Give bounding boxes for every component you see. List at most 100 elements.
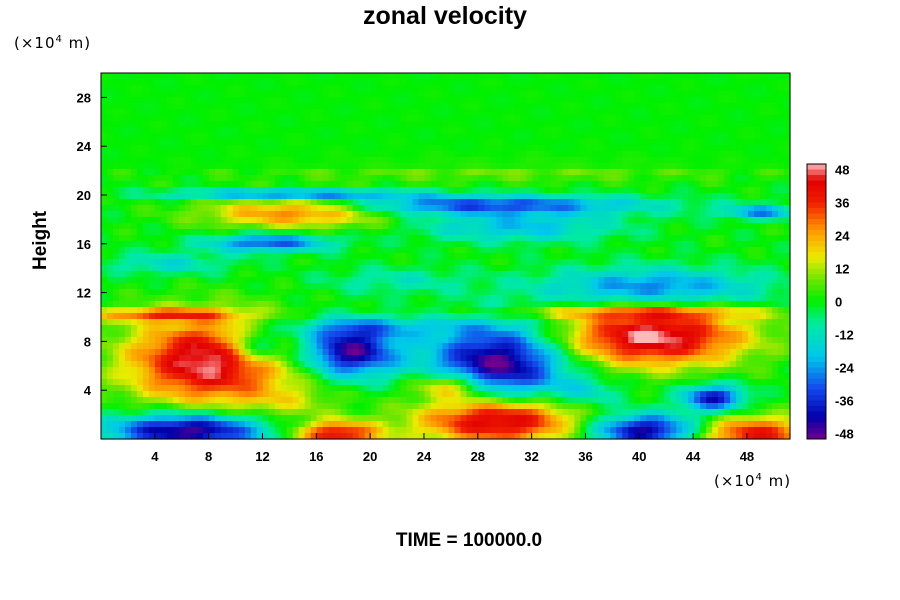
heatmap-cell [106, 169, 114, 176]
heatmap-cell [106, 211, 114, 218]
heatmap-cell [196, 331, 204, 338]
heatmap-cell [556, 181, 563, 188]
heatmap-cell [460, 163, 468, 170]
heatmap-cell [682, 97, 689, 104]
heatmap-cell [412, 187, 420, 194]
heatmap-cell [130, 313, 138, 320]
heatmap-cell [322, 331, 330, 338]
heatmap-cell [346, 235, 354, 242]
heatmap-cell [550, 295, 557, 302]
heatmap-cell [196, 259, 204, 266]
heatmap-cell [712, 163, 719, 170]
heatmap-cell [664, 259, 671, 266]
heatmap-cell [232, 259, 240, 266]
heatmap-cell [538, 313, 545, 320]
heatmap-cell [112, 259, 120, 266]
heatmap-cell [760, 91, 767, 98]
heatmap-cell [610, 265, 617, 272]
heatmap-cell [166, 127, 174, 134]
heatmap-cell [736, 193, 743, 200]
heatmap-cell [238, 301, 246, 308]
heatmap-cell [268, 157, 276, 164]
heatmap-cell [400, 265, 408, 272]
heatmap-cell [238, 199, 246, 206]
heatmap-cell [592, 205, 599, 212]
heatmap-cell [538, 175, 545, 182]
heatmap-cell [238, 313, 246, 320]
heatmap-cell [508, 289, 515, 296]
heatmap-cell [124, 235, 132, 242]
heatmap-cell [352, 169, 360, 176]
heatmap-cell [430, 223, 438, 230]
heatmap-cell [628, 223, 635, 230]
heatmap-cell [328, 199, 336, 206]
heatmap-cell [394, 181, 402, 188]
heatmap-cell [772, 319, 779, 326]
heatmap-cell [238, 283, 246, 290]
heatmap-cell [574, 235, 581, 242]
heatmap-cell [610, 175, 617, 182]
heatmap-cell [292, 247, 300, 254]
heatmap-cell [388, 247, 396, 254]
heatmap-cell [520, 259, 527, 266]
heatmap-cell [616, 217, 623, 224]
heatmap-cell [304, 169, 312, 176]
heatmap-cell [568, 133, 575, 140]
heatmap-cell [526, 313, 533, 320]
heatmap-cell [442, 295, 450, 302]
heatmap-cell [436, 319, 444, 326]
heatmap-cell [460, 301, 468, 308]
heatmap-cell [742, 193, 749, 200]
heatmap-cell [256, 289, 264, 296]
heatmap-cell [580, 127, 587, 134]
heatmap-cell [310, 169, 318, 176]
heatmap-cell [436, 289, 444, 296]
heatmap-cell [610, 79, 617, 86]
heatmap-cell [766, 223, 773, 230]
heatmap-cell [244, 127, 252, 134]
heatmap-cell [556, 247, 563, 254]
heatmap-cell [178, 217, 186, 224]
heatmap-cell [604, 289, 611, 296]
heatmap-cell [742, 265, 749, 272]
heatmap-cell [580, 133, 587, 140]
heatmap-cell [658, 175, 665, 182]
heatmap-cell [382, 115, 390, 122]
heatmap-cell [172, 241, 180, 248]
heatmap-cell [742, 247, 749, 254]
heatmap-cell [214, 133, 222, 140]
heatmap-cell [142, 181, 150, 188]
heatmap-cell [424, 241, 432, 248]
heatmap-cell [544, 313, 551, 320]
heatmap-cell [232, 91, 240, 98]
heatmap-cell [268, 163, 276, 170]
heatmap-cell [124, 97, 132, 104]
heatmap-cell [334, 193, 342, 200]
heatmap-cell [724, 277, 731, 284]
heatmap-cell [424, 211, 432, 218]
heatmap-cell [370, 301, 378, 308]
heatmap-cell [118, 97, 126, 104]
heatmap-cell [238, 241, 246, 248]
heatmap-cell [616, 109, 623, 116]
heatmap-cell [424, 115, 432, 122]
heatmap-cell [616, 187, 623, 194]
heatmap-cell [334, 319, 342, 326]
heatmap-cell [358, 235, 366, 242]
heatmap-cell [562, 235, 569, 242]
heatmap-cell [460, 199, 468, 206]
heatmap-cell [226, 157, 234, 164]
heatmap-cell [616, 235, 623, 242]
heatmap-cell [556, 289, 563, 296]
heatmap-cell [214, 115, 222, 122]
heatmap-cell [490, 247, 498, 254]
heatmap-cell [376, 307, 384, 314]
heatmap-cell [238, 103, 246, 110]
heatmap-cell [478, 181, 486, 188]
heatmap-cell [178, 175, 186, 182]
heatmap-cell [622, 163, 629, 170]
heatmap-cell [214, 325, 222, 332]
heatmap-cell [586, 181, 593, 188]
heatmap-cell [676, 127, 683, 134]
heatmap-cell [748, 289, 755, 296]
